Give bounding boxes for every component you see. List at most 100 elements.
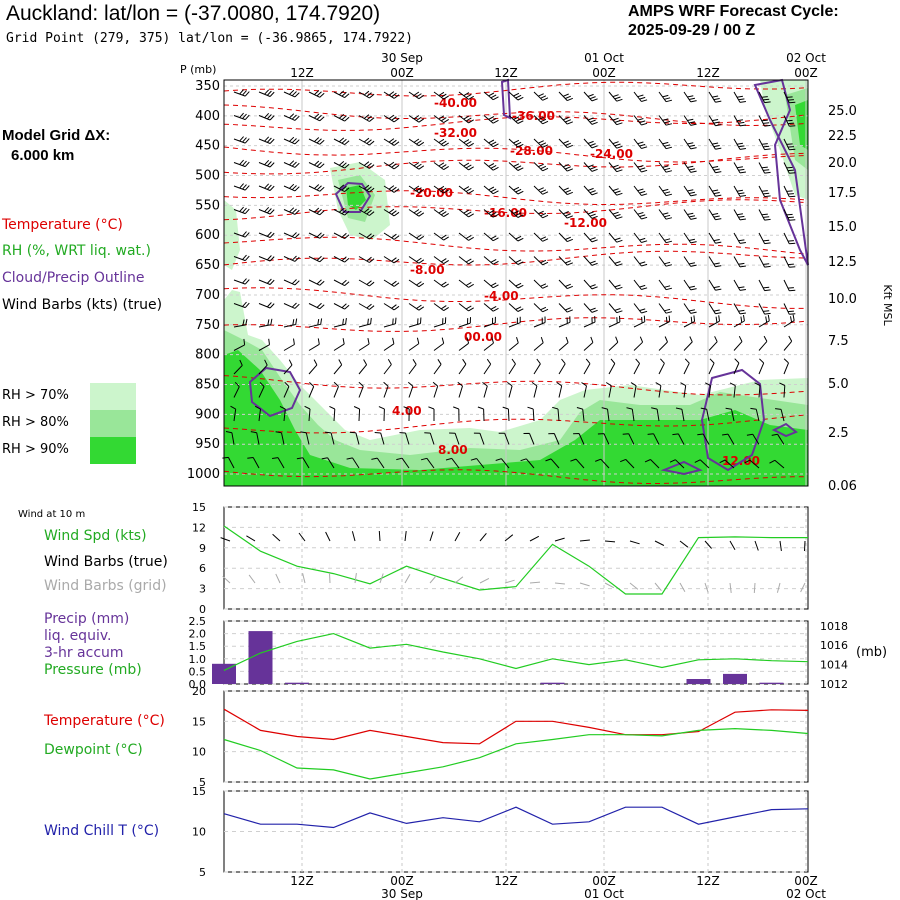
wind-barb xyxy=(333,90,350,99)
legend-precip-2: liq. equiv. xyxy=(44,628,112,644)
wind-barb xyxy=(308,90,325,98)
wind-barb xyxy=(408,138,425,147)
wind-barb xyxy=(358,317,372,328)
wind-barb-true xyxy=(325,531,331,542)
legend-wind-speed: Wind Spd (kts) xyxy=(44,528,147,544)
wind-barb xyxy=(383,91,400,99)
wind-barb xyxy=(633,185,648,196)
wind-barb xyxy=(683,91,697,103)
wind-barb xyxy=(458,91,474,100)
wind-barb xyxy=(533,256,549,266)
wind-barb-grid xyxy=(404,574,411,584)
wind-barb xyxy=(383,381,389,398)
wind-barb-true xyxy=(529,535,540,542)
wind-barb xyxy=(408,256,425,264)
wind-barb xyxy=(608,185,623,196)
wind-barb-grid xyxy=(275,573,281,584)
wind-barb xyxy=(358,279,375,287)
wind-barb-grid xyxy=(554,582,565,585)
temperature-contour-label: -32.00 xyxy=(434,126,477,140)
wind-barb xyxy=(374,432,385,445)
pressure-axis-unit: (mb) xyxy=(856,645,887,660)
wind-barb xyxy=(333,161,350,169)
wind-barb xyxy=(470,458,485,469)
wind-barb xyxy=(508,279,524,289)
wind-barb xyxy=(258,136,275,144)
wind-barb-true xyxy=(604,540,616,543)
temperature-contour-label: 8.00 xyxy=(438,443,468,457)
legend-pressure: Pressure (mb) xyxy=(44,662,142,678)
wind-barb xyxy=(608,315,621,328)
wind-barb xyxy=(333,232,350,240)
wind-barb xyxy=(283,318,298,328)
wind-barb xyxy=(783,162,796,174)
date-axis-label-top: 02 Oct xyxy=(786,51,826,65)
wind-barb xyxy=(558,316,571,328)
wind-barb xyxy=(783,256,796,268)
wind-barb xyxy=(483,279,499,289)
rh90-region-mid xyxy=(346,185,366,210)
legend-rh70-label: RH > 70% xyxy=(2,388,69,403)
wind-barb xyxy=(283,381,290,398)
wind-barb xyxy=(321,457,335,469)
wind-barb xyxy=(308,184,325,192)
value-tick-label: 15 xyxy=(192,715,206,728)
wind-barb xyxy=(433,115,449,124)
wind-barb xyxy=(558,232,573,243)
wind-barb xyxy=(383,303,400,311)
wind-barb xyxy=(358,184,375,193)
time-axis-label-bottom: 00Z xyxy=(390,874,414,888)
wind-barb xyxy=(333,114,350,122)
wind-barb xyxy=(283,279,300,286)
wind-barb-true xyxy=(779,540,782,551)
precip-bar xyxy=(248,631,273,684)
wind-barb xyxy=(783,91,796,104)
wind-barb xyxy=(308,302,325,310)
wind-barb xyxy=(483,337,494,351)
wind-barb xyxy=(433,359,442,375)
wind-barb xyxy=(758,185,771,198)
wind-barb xyxy=(708,162,722,174)
legend-precip-1: Precip (mm) xyxy=(44,611,130,627)
wind-barb xyxy=(758,335,768,351)
wind-barb xyxy=(719,459,735,469)
temperature-contour-label: -40.00 xyxy=(434,96,477,110)
height-tick-label: 15.0 xyxy=(828,220,857,235)
rh90-region-low xyxy=(224,350,808,486)
wind-barb xyxy=(233,183,250,191)
wind-barb-grid xyxy=(800,582,806,593)
wind-barb xyxy=(258,255,275,262)
wind-barb xyxy=(358,256,375,263)
wind-barb xyxy=(683,232,697,244)
wind-barb xyxy=(608,115,623,126)
wind-barb xyxy=(483,185,499,195)
wind-barb xyxy=(783,138,796,151)
wind-barb xyxy=(508,185,524,195)
wind-barb xyxy=(630,382,637,398)
wind-barb xyxy=(408,91,425,100)
wind-barb xyxy=(558,138,573,149)
wind-barb xyxy=(258,381,265,398)
wind-barb xyxy=(608,279,623,290)
wind-barb xyxy=(458,317,471,328)
wind-barb xyxy=(233,89,250,97)
wind-barb xyxy=(458,162,474,171)
wind-barb xyxy=(483,303,499,312)
value-tick-label: 0 xyxy=(199,603,206,616)
wind-barb xyxy=(622,433,635,445)
wind-barb xyxy=(458,256,474,265)
wind-barb xyxy=(233,381,240,398)
wind-barb-true xyxy=(479,532,487,542)
wind-barb xyxy=(408,185,425,194)
wind-barb xyxy=(754,382,761,398)
wind-barb xyxy=(272,457,285,469)
wind-barb-grid xyxy=(379,573,384,584)
wind-barb xyxy=(533,358,541,375)
wind-barb xyxy=(408,115,425,123)
model-grid-label: Model Grid ΔX: xyxy=(2,127,111,144)
wind-barb xyxy=(523,432,535,445)
wind-barb-grid xyxy=(479,577,490,584)
wind-barb xyxy=(458,358,467,375)
wind-barb xyxy=(655,382,662,398)
